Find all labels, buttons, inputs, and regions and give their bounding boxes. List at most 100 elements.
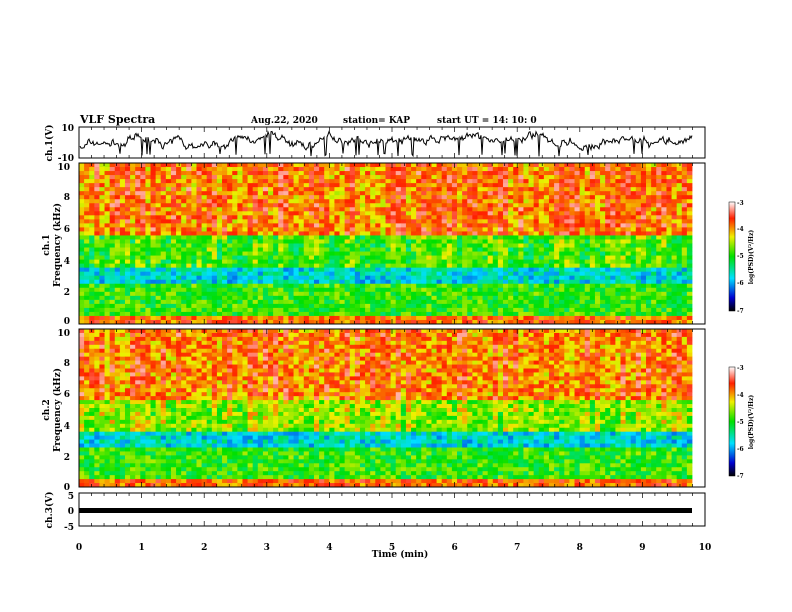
spectrogram-cell [538,255,545,260]
spectrogram-cell [114,227,121,232]
spectrogram-cell [431,283,437,289]
spectrogram-cell [523,295,529,301]
spectrogram-cell [94,175,100,180]
spectrogram-cell [554,291,560,297]
spectrogram-cell [79,291,85,297]
spectrogram-cell [457,299,463,305]
spectrogram-cell [620,307,626,313]
spectrogram-cell [574,187,581,192]
spectrogram-cell [671,275,678,281]
spectrogram-cell [441,255,448,260]
spectrogram-cell [400,251,407,256]
spectrogram-cell [651,247,657,252]
spectrogram-cell [467,175,473,180]
spectrogram-cell [324,211,330,216]
spectrogram-cell [308,311,315,317]
spectrogram-cell [257,183,264,188]
spectrogram-cell [155,231,162,236]
spectrogram-cell [104,263,111,269]
spectrogram-cell [247,199,254,204]
spectrogram-cell [130,295,136,301]
spectrogram-cell [359,307,366,313]
spectrogram-cell [559,199,565,204]
spectrogram-cell [181,207,187,212]
spectrogram-cell [344,251,351,256]
spectrogram-cell [257,259,264,265]
spectrogram-cell [324,299,330,305]
spectrogram-cell [661,279,667,285]
spectrogram-cell [554,227,560,232]
spectrogram-cell [615,163,621,168]
spectrogram-cell [344,275,351,281]
spectrogram-cell [513,227,519,232]
spectrogram-cell [135,251,141,256]
spectrogram-cell [227,299,233,305]
spectrogram-cell [651,171,657,176]
spectrogram-cell [160,283,167,289]
spectrogram-cell [313,311,320,317]
spectrogram-cell [278,311,284,317]
spectrogram-cell [666,235,672,240]
spectrogram-cell [303,175,310,180]
spectrogram-cell [421,267,427,273]
spectrogram-cell [191,215,197,220]
spectrogram-cell [564,303,570,309]
spectrogram-cell [666,223,672,228]
spectrogram-cell [109,203,116,208]
spectrogram-cell [528,163,535,168]
spectrogram-cell [518,187,524,192]
spectrogram-cell [99,191,105,196]
spectrogram-cell [191,183,197,188]
spectrogram-cell [227,271,233,277]
spectrogram-cell [94,295,100,301]
spectrogram-cell [319,295,325,301]
spectrogram-cell [671,219,678,224]
spectrogram-cell [681,311,688,317]
spectrogram-cell [395,259,402,265]
spectrogram-cell [651,243,657,248]
spectrogram-cell [232,291,238,297]
spectrogram-cell [247,167,254,172]
spectrogram-cell [273,207,279,212]
spectrogram-cell [600,231,606,236]
spectrogram-cell [502,163,509,168]
spectrogram-cell [589,311,596,317]
spectrogram-cell [421,259,427,265]
spectrogram-cell [176,311,182,317]
spectrogram-cell [502,295,509,301]
spectrogram-cell [436,239,443,244]
spectrogram-cell [201,179,208,184]
spectrogram-cell [615,199,621,204]
spectrogram-cell [666,211,672,216]
spectrogram-cell [600,239,606,244]
spectrogram-cell [487,319,494,325]
spectrogram-cell [99,203,105,208]
spectrogram-cell [114,283,121,289]
spectrogram-cell [150,191,157,196]
spectrogram-cell [405,183,412,188]
spectrogram-cell [354,191,361,196]
spectrogram-cell [533,291,540,297]
spectrogram-cell [436,311,443,317]
spectrogram-cell [365,247,371,252]
spectrogram-cell [584,195,591,200]
spectrogram-cell [181,271,187,277]
spectrogram-cell [502,287,509,293]
spectrogram-cell [124,283,131,289]
spectrogram-cell [482,319,489,325]
spectrogram-cell [339,271,346,277]
spectrogram-cell [165,307,172,313]
spectrogram-cell [84,255,90,260]
spectrogram-cell [600,167,606,172]
spectrogram-cell [237,167,243,172]
spectrogram-cell [344,299,351,305]
spectrogram-cell [630,315,637,321]
spectrogram-cell [334,231,340,236]
spectrogram-cell [395,199,402,204]
spectrogram-cell [640,287,647,293]
spectrogram-cell [252,307,259,313]
spectrogram-cell [482,163,489,168]
spectrogram-cell [446,215,453,220]
spectrogram-cell [502,319,509,325]
spectrogram-cell [140,267,146,273]
